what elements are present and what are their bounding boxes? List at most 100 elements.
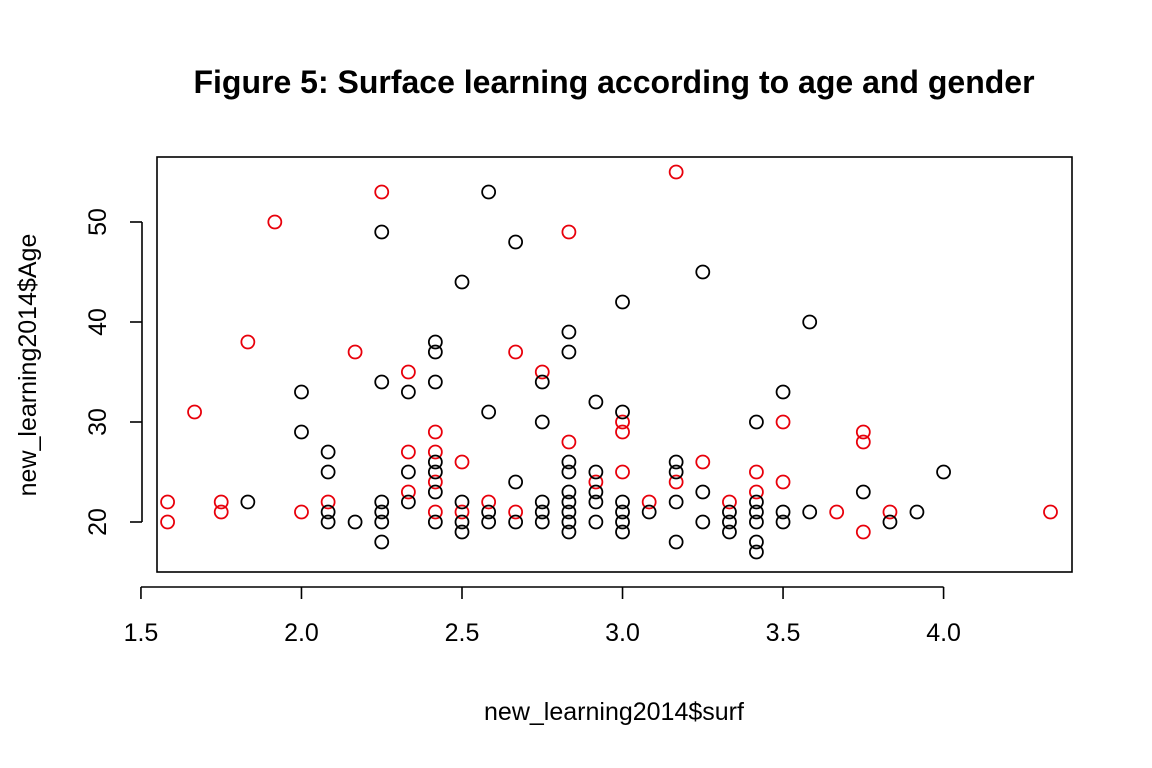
data-point-series-1 (454, 494, 470, 510)
data-point-series-0 (561, 224, 577, 240)
data-point-series-1 (695, 484, 711, 500)
data-point-series-1 (481, 504, 497, 520)
data-point-series-1 (588, 514, 604, 530)
data-point-series-1 (695, 514, 711, 530)
data-point-series-1 (615, 524, 630, 540)
data-point-series-0 (508, 344, 524, 360)
data-point-series-0 (400, 484, 416, 500)
data-point-series-1 (374, 224, 390, 240)
data-point-series-0 (561, 434, 577, 450)
data-point-series-0 (641, 494, 657, 510)
data-point-series-0 (855, 434, 871, 450)
data-point-series-1 (400, 384, 416, 400)
chart-title: Figure 5: Surface learning according to … (193, 64, 1034, 100)
data-point-series-1 (561, 484, 577, 500)
data-point-series-0 (722, 494, 737, 510)
data-point-series-1 (561, 324, 577, 340)
data-point-series-0 (775, 414, 791, 430)
data-point-series-1 (454, 524, 470, 540)
data-point-series-1 (534, 374, 550, 390)
data-point-series-0 (374, 184, 390, 200)
data-point-series-1 (561, 494, 577, 510)
data-point-series-1 (427, 514, 443, 530)
data-point-series-1 (320, 514, 336, 530)
data-point-series-1 (427, 334, 443, 350)
data-point-series-1 (588, 464, 604, 480)
data-point-series-1 (641, 504, 657, 520)
data-point-series-1 (454, 274, 470, 290)
data-point-series-1 (534, 514, 550, 530)
data-point-series-1 (400, 494, 416, 510)
data-point-series-1 (882, 514, 898, 530)
data-point-series-0 (1043, 504, 1058, 520)
data-point-series-0 (855, 524, 871, 540)
data-point-series-0 (749, 484, 764, 500)
x-tick-label: 3.5 (766, 619, 801, 647)
data-point-series-1 (668, 454, 684, 470)
x-axis: 1.5 2.0 2.5 3.0 3.5 4.0 (124, 586, 961, 647)
data-point-series-0 (829, 504, 845, 520)
data-point-series-1 (615, 514, 630, 530)
x-tick-label: 2.5 (445, 619, 480, 647)
data-point-series-1 (802, 314, 818, 330)
data-point-series-1 (749, 544, 764, 560)
y-axis-label: new_learning2014$Age (14, 234, 42, 497)
data-point-series-1 (855, 484, 871, 500)
y-tick-label: 40 (84, 308, 112, 336)
data-point-series-1 (588, 484, 604, 500)
data-point-series-0 (695, 454, 711, 470)
data-point-series-1 (508, 514, 524, 530)
data-point-series-1 (668, 494, 684, 510)
data-point-series-1 (508, 234, 524, 250)
data-point-series-1 (427, 464, 443, 480)
data-point-series-1 (668, 464, 684, 480)
data-point-series-1 (294, 384, 309, 400)
x-tick-label: 4.0 (926, 619, 961, 647)
data-point-series-0 (427, 444, 443, 460)
data-point-series-1 (561, 524, 577, 540)
data-point-series-1 (534, 504, 550, 520)
data-point-series-1 (561, 344, 577, 360)
data-point-series-1 (695, 264, 711, 280)
data-point-series-1 (374, 534, 390, 550)
data-point-series-0 (615, 414, 630, 430)
plot-frame (156, 156, 1073, 573)
data-point-series-1 (775, 514, 791, 530)
y-tick-label: 30 (84, 408, 112, 436)
data-point-series-1 (561, 454, 577, 470)
data-point-series-0 (213, 504, 229, 520)
data-point-series-0 (668, 474, 684, 490)
data-point-series-0 (427, 424, 443, 440)
data-point-series-1 (615, 504, 630, 520)
data-point-series-0 (160, 514, 175, 530)
data-point-series-0 (240, 334, 256, 350)
data-point-series-1 (615, 494, 630, 510)
data-point-series-0 (160, 494, 175, 510)
data-point-series-0 (267, 214, 283, 230)
x-tick-label: 2.0 (284, 619, 319, 647)
data-point-series-1 (374, 504, 390, 520)
data-point-series-0 (882, 504, 898, 520)
data-point-series-0 (668, 164, 684, 180)
data-point-series-0 (615, 464, 630, 480)
data-point-series-1 (400, 464, 416, 480)
data-point-series-1 (668, 534, 684, 550)
data-point-series-1 (481, 404, 497, 420)
data-point-series-1 (802, 504, 818, 520)
data-point-series-1 (775, 384, 791, 400)
data-point-series-1 (320, 504, 336, 520)
data-point-series-0 (294, 504, 309, 520)
data-point-series-1 (294, 424, 309, 440)
y-tick-label: 50 (84, 208, 112, 236)
data-point-series-1 (749, 504, 764, 520)
data-point-series-0 (454, 454, 470, 470)
data-point-series-1 (615, 294, 630, 310)
data-point-series-1 (427, 344, 443, 360)
data-point-series-1 (481, 514, 497, 530)
data-point-series-1 (427, 484, 443, 500)
data-point-series-1 (481, 184, 497, 200)
data-point-series-1 (749, 534, 764, 550)
data-point-series-0 (320, 494, 336, 510)
data-point-series-1 (775, 504, 791, 520)
data-point-series-0 (775, 474, 791, 490)
